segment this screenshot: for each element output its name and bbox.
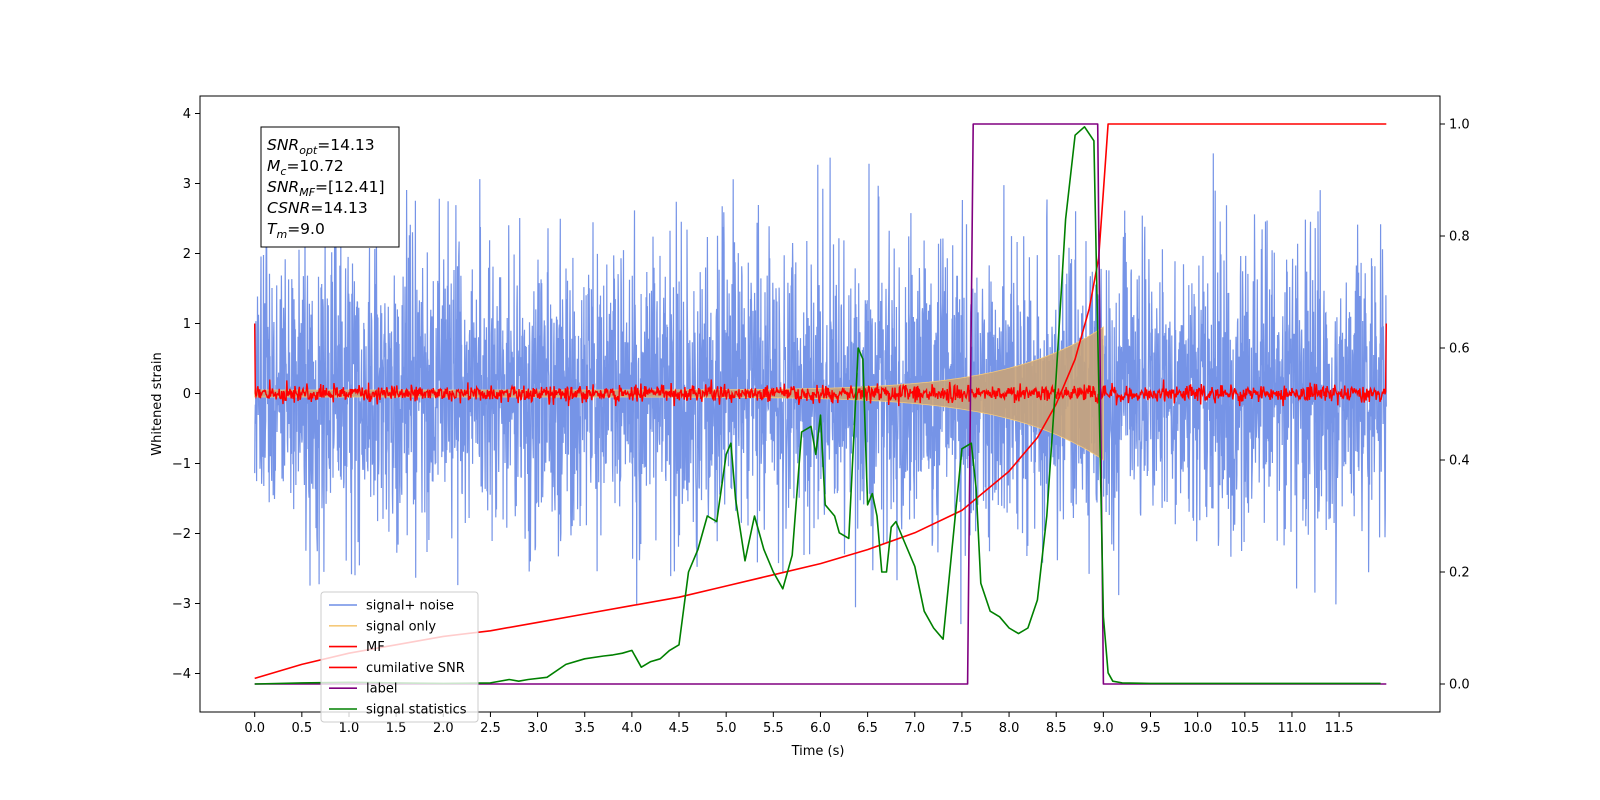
x-tick-label: 2.0 xyxy=(433,721,454,736)
x-tick-label: 6.0 xyxy=(810,721,831,736)
x-tick-label: 0.0 xyxy=(244,721,265,736)
legend-label: label xyxy=(366,682,397,697)
y2-tick-label: 0.6 xyxy=(1449,342,1470,357)
y-tick-label: −1 xyxy=(172,457,191,472)
legend-label: signal+ noise xyxy=(366,599,454,614)
x-tick-label: 3.5 xyxy=(574,721,595,736)
y2-tick-label: 0.0 xyxy=(1449,678,1470,693)
info-box-line: Mc=10.72 xyxy=(267,157,344,178)
x-tick-label: 1.5 xyxy=(386,721,407,736)
x-tick-label: 7.5 xyxy=(952,721,973,736)
x-tick-label: 4.0 xyxy=(622,721,643,736)
y2-tick-label: 1.0 xyxy=(1449,118,1470,133)
x-axis: 0.0 0.5 1.0 1.5 2.0 2.5 3.0 3.5 4.0 4.5 5.0 5.5 6.0 6… xyxy=(244,712,1354,736)
y-axis-left: −4 −3 −2 −1 0 1 2 3 4 xyxy=(172,107,200,682)
x-tick-label: 11.0 xyxy=(1277,721,1306,736)
x-tick-label: 9.5 xyxy=(1140,721,1161,736)
x-tick-label: 7.0 xyxy=(904,721,925,736)
legend: signal+ noise signal only MF cumilative SNR… xyxy=(320,591,479,723)
series-signal-statistics-line xyxy=(254,126,1381,685)
x-tick-label: 5.0 xyxy=(716,721,737,736)
info-box-line: CSNR=14.13 xyxy=(267,199,368,217)
info-box-line: SNRMF=[12.41] xyxy=(267,178,385,199)
x-tick-label: 3.0 xyxy=(527,721,548,736)
x-tick-label: 8.5 xyxy=(1046,721,1067,736)
y2-tick-label: 0.2 xyxy=(1449,566,1470,581)
x-tick-label: 1.0 xyxy=(339,721,360,736)
x-axis-label: Time (s) xyxy=(791,744,845,759)
x-tick-label: 10.5 xyxy=(1230,721,1259,736)
series-signal-noise-line xyxy=(254,153,1387,625)
x-tick-label: 10.0 xyxy=(1183,721,1212,736)
y-tick-label: −4 xyxy=(172,667,191,682)
legend-frame xyxy=(320,591,479,723)
y-axis-label: Whitened strain xyxy=(150,352,165,455)
y-tick-label: 0 xyxy=(183,387,191,402)
series-mf-line xyxy=(254,323,1387,407)
legend-label: signal statistics xyxy=(366,703,467,718)
series-layer xyxy=(254,123,1387,685)
info-box-line: SNRopt=14.13 xyxy=(267,136,375,157)
info-box-frame xyxy=(260,126,400,248)
x-tick-label: 2.5 xyxy=(480,721,501,736)
y2-tick-label: 0.8 xyxy=(1449,230,1470,245)
x-tick-label: 5.5 xyxy=(763,721,784,736)
x-tick-label: 8.0 xyxy=(999,721,1020,736)
y-tick-label: −2 xyxy=(172,527,191,542)
y-tick-label: 1 xyxy=(183,317,191,332)
legend-label: cumilative SNR xyxy=(366,661,465,676)
x-tick-label: 9.0 xyxy=(1093,721,1114,736)
y-tick-label: 2 xyxy=(183,247,191,262)
x-tick-label: 4.5 xyxy=(669,721,690,736)
info-box: SNRopt=14.13Mc=10.72SNRMF=[12.41]CSNR=14… xyxy=(260,126,400,248)
info-box-line: Tm=9.0 xyxy=(267,220,325,241)
y-tick-label: 4 xyxy=(183,107,191,122)
x-tick-label: 0.5 xyxy=(291,721,312,736)
legend-label: signal only xyxy=(366,619,436,634)
x-tick-label: 6.5 xyxy=(857,721,878,736)
x-tick-label: 11.5 xyxy=(1325,721,1354,736)
y-tick-label: 3 xyxy=(183,177,191,192)
y-axis-right: 0.0 0.2 0.4 0.6 0.8 1.0 xyxy=(1440,118,1470,693)
series-signal-only-line xyxy=(254,326,1104,461)
y-tick-label: −3 xyxy=(172,597,191,612)
legend-label: MF xyxy=(366,640,385,655)
y2-tick-label: 0.4 xyxy=(1449,454,1470,469)
